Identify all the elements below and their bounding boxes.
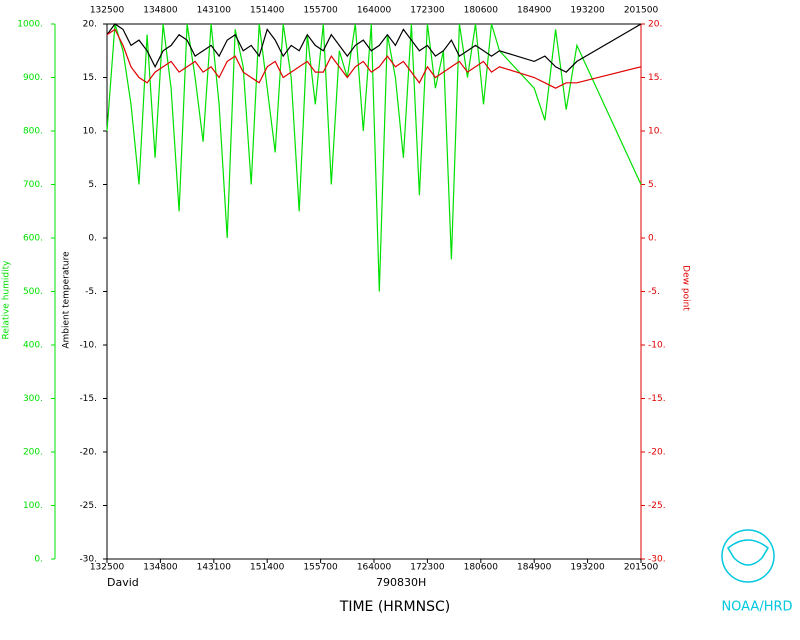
- y3-tick-label: 20.: [648, 20, 662, 30]
- y3-tick-label: -25.: [648, 501, 666, 511]
- credit: NOAA/HRD: [721, 600, 792, 615]
- x-top-tick-label: 155700: [303, 6, 338, 16]
- y3-tick-label: -5.: [648, 287, 660, 297]
- y-tick-label: -10.: [79, 341, 97, 351]
- y2-tick-label: 100.: [23, 501, 43, 511]
- y2-tick-label: 900.: [23, 73, 43, 83]
- x-tick-label: 164000: [357, 563, 392, 573]
- y-tick-label: 5.: [88, 180, 97, 190]
- x-top-tick-label: 132500: [90, 6, 125, 16]
- noaa-logo: [721, 529, 775, 583]
- x-top-tick-label: 193200: [570, 6, 605, 16]
- y3-tick-label: 10.: [648, 127, 662, 137]
- y-tick-label: -30.: [79, 555, 97, 565]
- series-line: [106, 23, 642, 292]
- y2-tick-label: 500.: [23, 287, 43, 297]
- x-tick-label: 201500: [624, 563, 659, 573]
- x-axis-title: TIME (HRMNSC): [339, 599, 450, 615]
- x-top-tick-label: 172300: [410, 6, 445, 16]
- y-tick-label: 20.: [83, 20, 97, 30]
- y2-tick-label: 200.: [23, 448, 43, 458]
- y-tick-label: -20.: [79, 448, 97, 458]
- x-top-tick-label: 180600: [464, 6, 499, 16]
- x-tick-label: 193200: [570, 563, 605, 573]
- y-tick-label: 15.: [83, 73, 97, 83]
- y2-tick-label: 600.: [23, 234, 43, 244]
- y-tick-label: -5.: [85, 287, 97, 297]
- x-top-tick-label: 201500: [624, 6, 659, 16]
- x-top-tick-label: 134800: [143, 6, 178, 16]
- y2-tick-label: 800.: [23, 127, 43, 137]
- y3-tick-label: 5.: [648, 180, 657, 190]
- subtitle: David: [107, 576, 139, 589]
- y-tick-label: 10.: [83, 127, 97, 137]
- x-top-tick-label: 151400: [250, 6, 285, 16]
- series-line: [106, 28, 642, 89]
- y3-tick-label: -10.: [648, 341, 666, 351]
- x-tick-label: 132500: [90, 563, 125, 573]
- y3-tick-label: -20.: [648, 448, 666, 458]
- x-tick-label: 134800: [143, 563, 178, 573]
- y2-tick-label: 0.: [34, 555, 43, 565]
- x-top-tick-label: 164000: [357, 6, 392, 16]
- x-tick-label: 143100: [197, 563, 232, 573]
- date-label: 790830H: [376, 576, 426, 589]
- y-axis-title: Ambient temperature: [62, 251, 72, 349]
- x-top-tick-label: 143100: [197, 6, 232, 16]
- x-top-tick-label: 184900: [517, 6, 552, 16]
- y2-tick-label: 400.: [23, 341, 43, 351]
- y3-tick-label: 0.: [648, 234, 657, 244]
- y2-tick-label: 300.: [23, 394, 43, 404]
- y2-tick-label: 1000.: [17, 20, 43, 30]
- y-tick-label: -15.: [79, 394, 97, 404]
- y-tick-label: 0.: [88, 234, 97, 244]
- x-tick-label: 172300: [410, 563, 445, 573]
- series-line: [106, 23, 642, 73]
- x-tick-label: 155700: [303, 563, 338, 573]
- y3-tick-label: -30.: [648, 555, 666, 565]
- x-tick-label: 180600: [464, 563, 499, 573]
- y3-tick-label: 15.: [648, 73, 662, 83]
- y3-tick-label: -15.: [648, 394, 666, 404]
- x-tick-label: 151400: [250, 563, 285, 573]
- y3-axis-title: Dew point: [681, 265, 691, 311]
- y-tick-label: -25.: [79, 501, 97, 511]
- y2-tick-label: 700.: [23, 180, 43, 190]
- x-tick-label: 184900: [517, 563, 552, 573]
- y2-axis-title: Relative humidity: [2, 260, 12, 340]
